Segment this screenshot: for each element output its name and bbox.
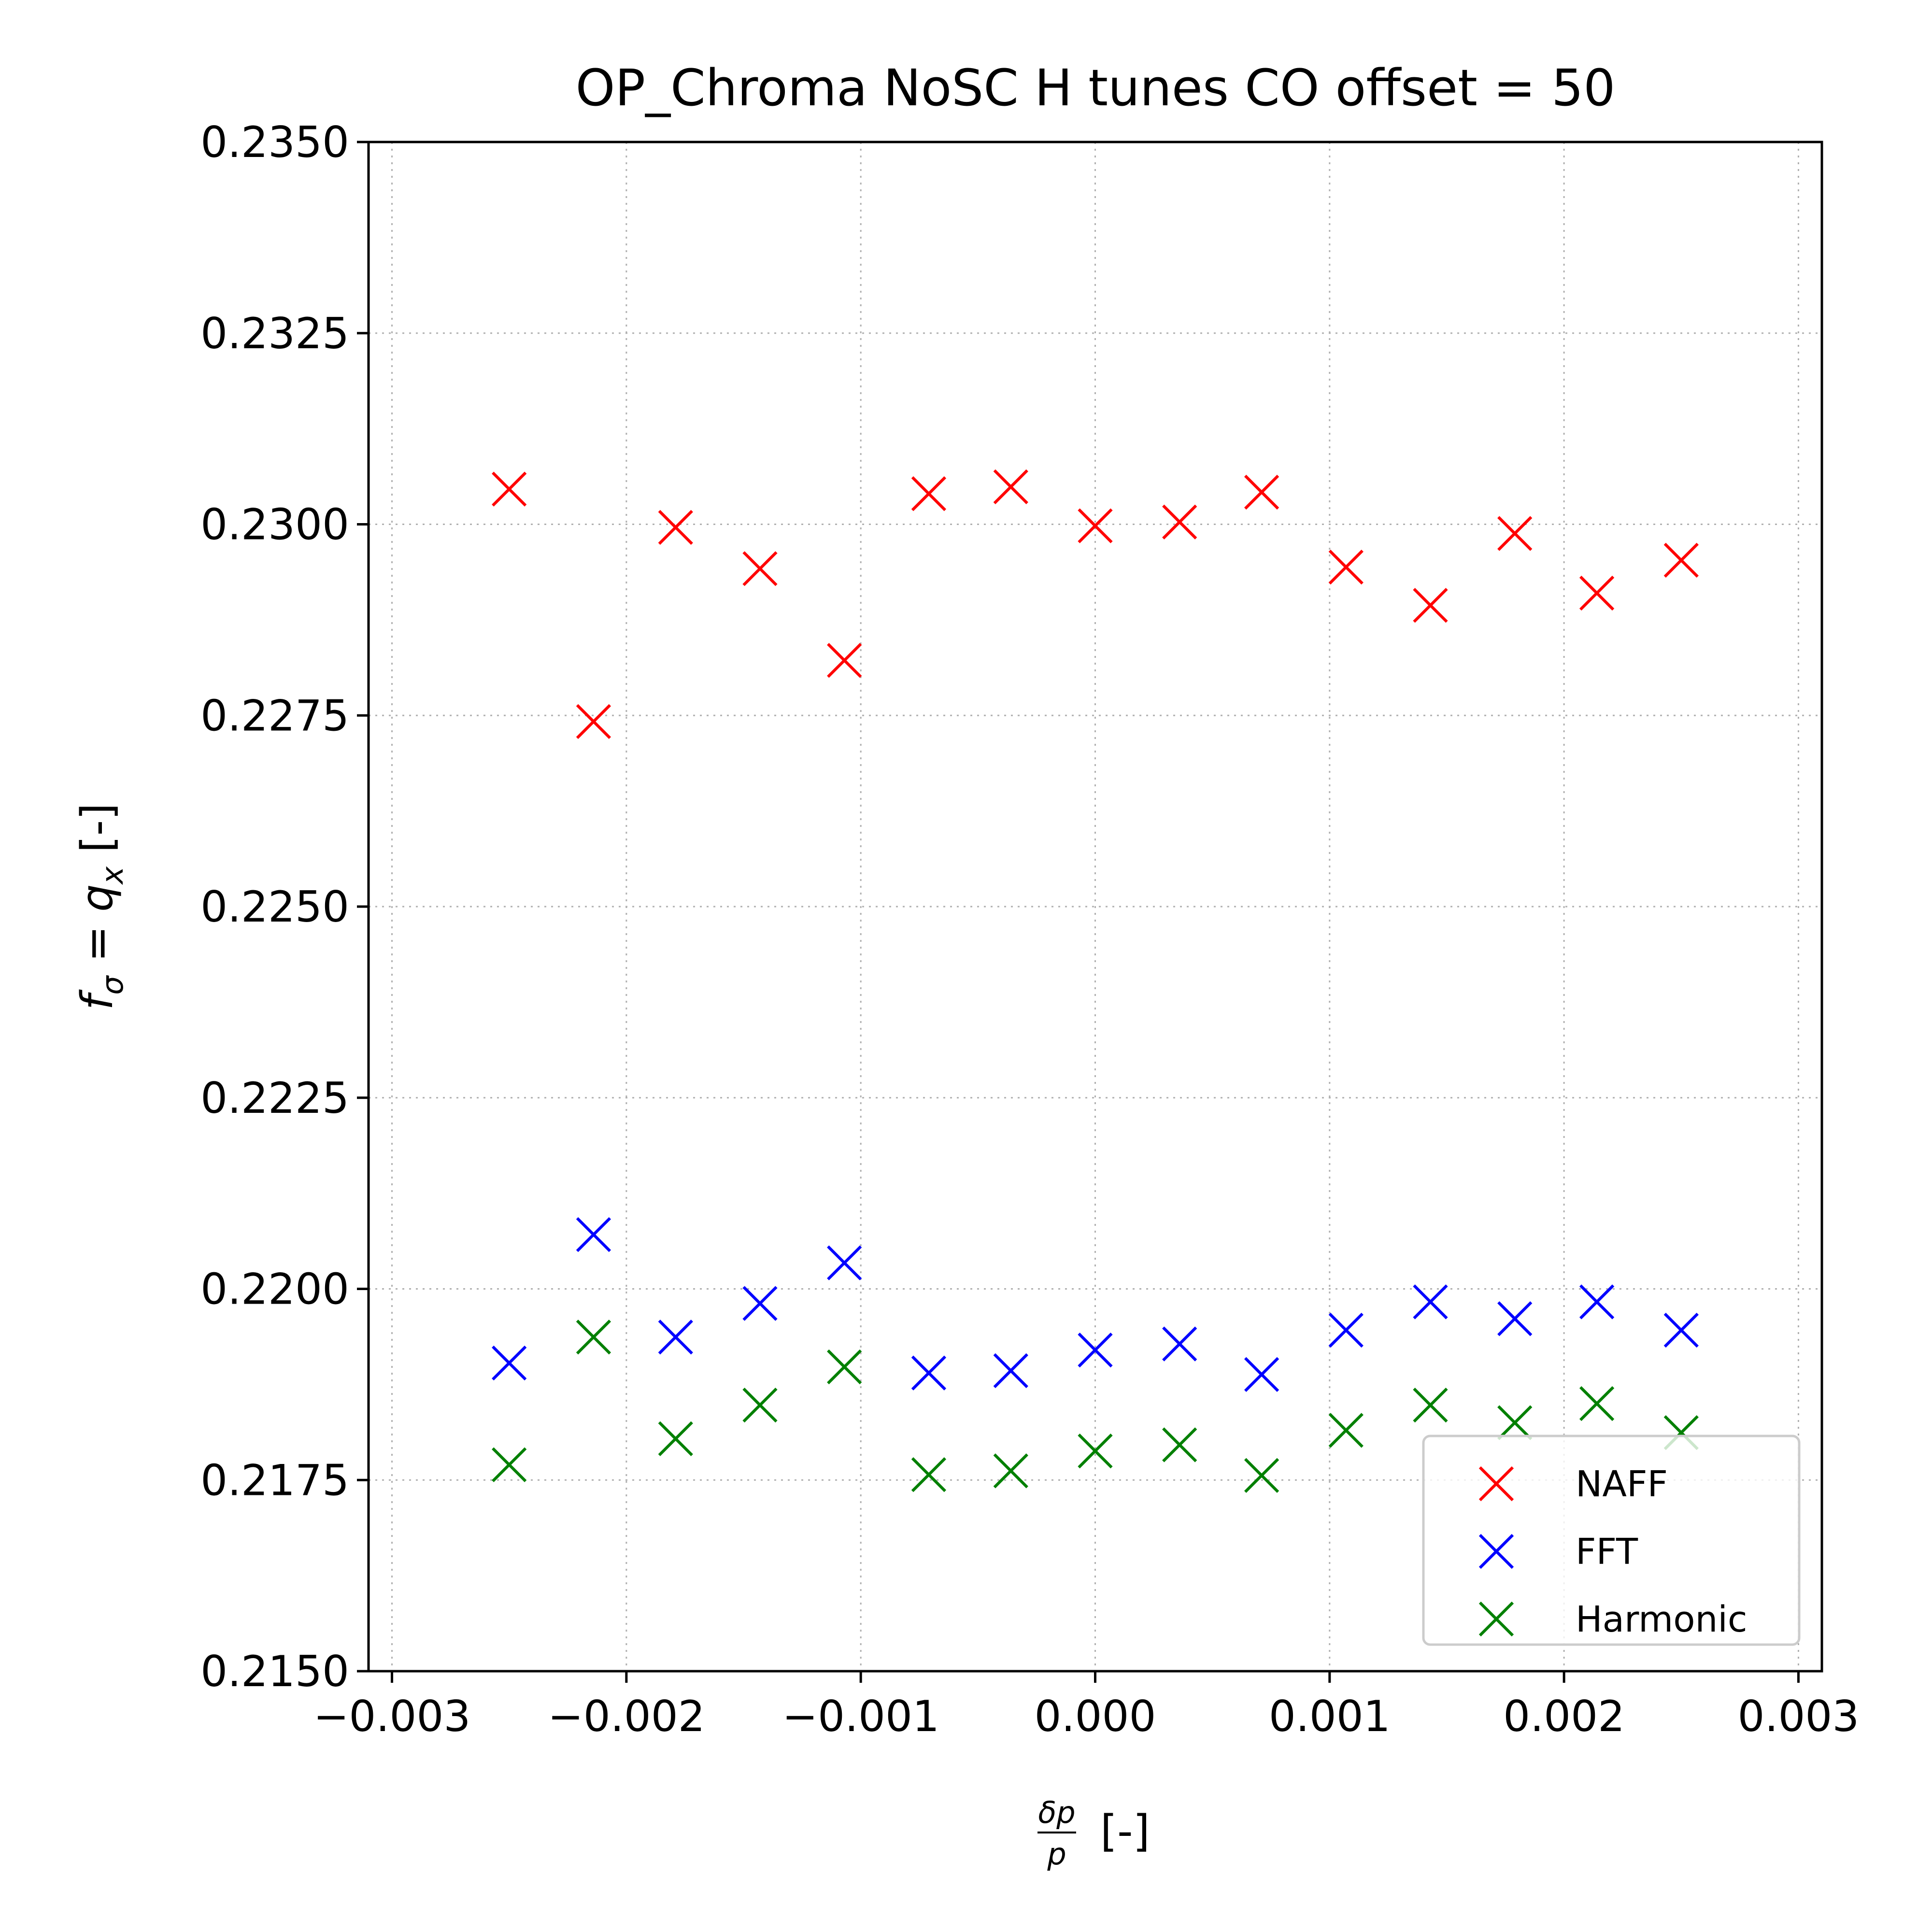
data-point-harmonic [492, 1447, 527, 1482]
data-point-naff [492, 471, 527, 507]
data-point-fft [1663, 1312, 1699, 1348]
y-axis-label-x: x [95, 866, 130, 885]
x-axis-label-denominator: p [1047, 1836, 1066, 1872]
x-axis-label-numerator: δp [1038, 1795, 1075, 1830]
data-point-naff [1579, 575, 1615, 611]
legend-marker-naff [1478, 1466, 1514, 1502]
data-point-fft [1328, 1312, 1364, 1348]
data-point-harmonic [1579, 1386, 1615, 1421]
data-point-fft [911, 1355, 947, 1391]
data-point-naff [911, 476, 947, 511]
x-tick-label: 0.000 [1035, 1691, 1156, 1741]
data-point-naff [1328, 550, 1364, 585]
data-point-fft [658, 1320, 693, 1355]
legend-marker-fft [1478, 1534, 1514, 1569]
data-point-naff [1413, 588, 1448, 623]
data-point-harmonic [1244, 1458, 1279, 1493]
y-tick-label: 0.2275 [200, 691, 349, 740]
data-point-fft [1244, 1357, 1279, 1392]
data-point-harmonic [1413, 1387, 1448, 1423]
data-point-naff [1078, 508, 1113, 543]
data-point-fft [1413, 1284, 1448, 1320]
x-tick-label: 0.003 [1737, 1691, 1859, 1741]
y-tick-label: 0.2350 [200, 117, 349, 167]
y-tick-label: 0.2300 [200, 500, 349, 550]
data-point-naff [576, 704, 611, 739]
data-point-harmonic [993, 1453, 1028, 1489]
data-point-fft [492, 1345, 527, 1381]
y-tick-label: 0.2225 [200, 1073, 349, 1123]
y-axis-label-unit: [-] [72, 803, 123, 867]
x-tick-label: −0.003 [313, 1691, 471, 1741]
y-tick-label: 0.2200 [200, 1264, 349, 1314]
data-point-harmonic [1078, 1433, 1113, 1469]
data-point-harmonic [911, 1457, 947, 1492]
x-tick-label: 0.002 [1503, 1691, 1625, 1741]
data-point-naff [993, 469, 1028, 505]
data-point-naff [742, 551, 778, 586]
legend-entries: NAFF FFT Harmonic [1478, 1463, 1747, 1640]
y-tick-label: 0.2150 [200, 1647, 349, 1696]
x-tick-label: −0.002 [548, 1691, 705, 1741]
data-point-harmonic [658, 1421, 693, 1456]
data-point-harmonic [576, 1320, 611, 1355]
y-axis-label-q: = q [72, 884, 123, 976]
y-axis-label-sigma: σ [95, 975, 130, 995]
data-point-fft [576, 1217, 611, 1252]
legend: NAFF FFT Harmonic [1422, 1435, 1801, 1646]
y-tick-label: 0.2325 [200, 309, 349, 358]
y-axis-label: fσ = qx [-] [72, 803, 130, 1010]
chart-title: OP_Chroma NoSC H tunes CO offset = 50 [576, 58, 1616, 117]
data-point-fft [1162, 1326, 1197, 1362]
x-tick-label: 0.001 [1269, 1691, 1391, 1741]
x-tick-label: −0.001 [782, 1691, 939, 1741]
legend-label-harmonic: Harmonic [1576, 1599, 1747, 1640]
y-tick-label: 0.2250 [200, 882, 349, 932]
data-point-harmonic [1497, 1405, 1533, 1440]
data-point-naff [1497, 516, 1533, 551]
data-point-fft [1497, 1301, 1533, 1336]
data-point-naff [1663, 542, 1699, 578]
x-axis-label: δp p [-] [1037, 1795, 1150, 1872]
data-point-fft [1078, 1333, 1113, 1368]
data-point-naff [827, 643, 862, 678]
x-axis-label-unit: [-] [1100, 1806, 1150, 1857]
data-point-naff [1244, 474, 1279, 510]
data-point-fft [993, 1353, 1028, 1389]
legend-label-naff: NAFF [1576, 1463, 1668, 1505]
data-point-harmonic [1162, 1427, 1197, 1463]
data-point-fft [1579, 1284, 1615, 1320]
data-point-fft [742, 1286, 778, 1321]
data-point-harmonic [742, 1387, 778, 1423]
y-tick-label: 0.2175 [200, 1455, 349, 1505]
data-point-harmonic [1328, 1413, 1364, 1448]
legend-marker-harmonic [1478, 1601, 1514, 1637]
data-point-fft [827, 1245, 862, 1280]
data-points [492, 469, 1699, 1493]
axis-ticks: −0.003 −0.002 −0.001 0.000 0.001 0.002 0.003 0.… [200, 117, 1859, 1741]
data-point-harmonic [827, 1349, 862, 1385]
legend-label-fft: FFT [1576, 1531, 1638, 1573]
data-point-naff [1162, 504, 1197, 540]
data-point-naff [658, 510, 693, 545]
legend-box [1422, 1435, 1801, 1646]
